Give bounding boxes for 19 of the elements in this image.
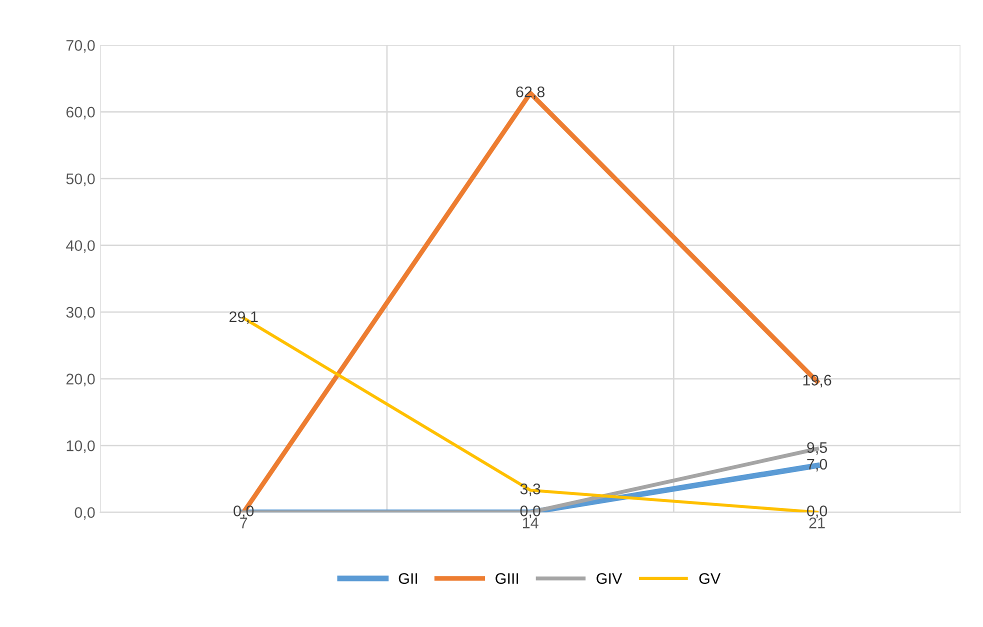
legend-label: GII [398,573,418,584]
legend-label: GIV [596,573,622,584]
data-label: 62,8 [516,86,545,100]
y-tick-label: 40,0 [66,240,95,253]
y-tick-label: 30,0 [66,306,95,320]
x-tick-label: 14 [523,518,538,528]
y-tick-label: 50,0 [66,173,95,186]
y-tick-label: 60,0 [66,106,95,120]
y-tick-label: 20,0 [66,374,95,386]
y-tick-label: 0,0 [74,507,95,520]
x-tick-label: 21 [809,518,825,528]
data-label: 9,5 [807,442,828,455]
legend-label: GV [699,573,721,584]
x-tick-label: 7 [240,518,248,528]
data-label: 0,0 [807,506,828,518]
y-tick-label: 10,0 [66,440,95,454]
legend-label: GIII [496,573,518,584]
data-label: 29,1 [230,311,258,324]
y-tick-label: 70,0 [66,40,95,53]
